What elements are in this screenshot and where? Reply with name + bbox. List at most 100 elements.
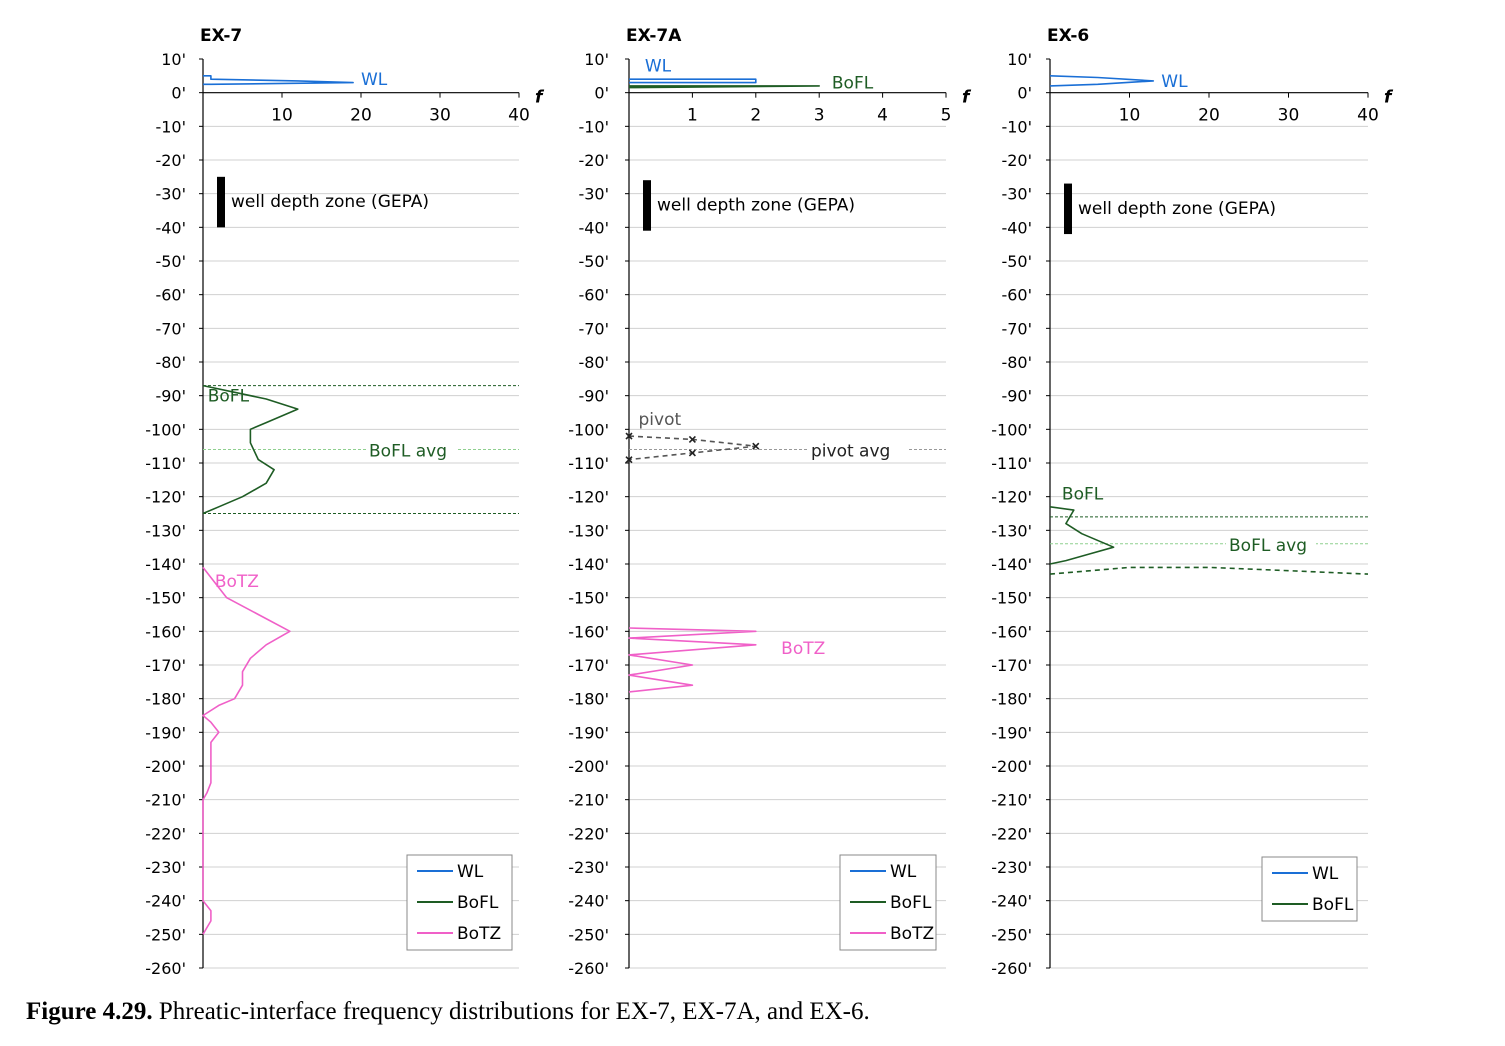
- y-tick-label: -200': [145, 757, 186, 776]
- y-tick-label: -190': [145, 723, 186, 742]
- y-tick-label: -260': [568, 959, 609, 978]
- chart-panel-ex-7: EX-7 10' 0' -10' -20' -30' -40' -50' -60' -70' -80…: [145, 26, 545, 978]
- y-tick-label: -250': [991, 925, 1032, 944]
- y-tick-label: -10': [155, 117, 186, 136]
- y-tick-label: -180': [145, 690, 186, 709]
- legend-label: WL: [457, 862, 484, 882]
- y-tick-label: -160': [991, 622, 1032, 641]
- y-tick-label: -220': [145, 824, 186, 843]
- y-tick-label: 0': [594, 84, 609, 103]
- reference-line-label: pivot avg: [811, 442, 890, 462]
- y-tick-label: -90': [1001, 387, 1032, 406]
- series-annotation: WL: [645, 57, 672, 77]
- chart-panel-ex-7a: EX-7A 10' 0' -10' -20' -30' -40' -50' -60' -70' -8…: [568, 26, 972, 978]
- figure-caption-label: Figure 4.29.: [26, 998, 153, 1025]
- y-tick-label: -10': [578, 117, 609, 136]
- reference-line-label: BoFL avg: [369, 442, 447, 462]
- y-tick-label: -70': [578, 319, 609, 338]
- legend-label: BoTZ: [890, 924, 934, 944]
- y-tick-label: -10': [1001, 117, 1032, 136]
- pivot-marker: [625, 432, 633, 440]
- y-tick-label: -40': [578, 218, 609, 237]
- y-tick-label: -50': [1001, 252, 1032, 271]
- y-tick-label: -20': [578, 151, 609, 170]
- y-tick-label: -120': [145, 488, 186, 507]
- y-tick-label: -30': [578, 185, 609, 204]
- y-tick-label: -60': [1001, 286, 1032, 305]
- series-line-bofl: [628, 85, 820, 89]
- y-tick-label: -150': [568, 589, 609, 608]
- y-tick-label: -160': [145, 622, 186, 641]
- y-tick-label: -80': [1001, 353, 1032, 372]
- y-tick-label: -130': [145, 521, 186, 540]
- x-tick-label: 20: [1198, 106, 1220, 126]
- series-annotation: WL: [1161, 72, 1188, 92]
- y-tick-label: -230': [145, 858, 186, 877]
- y-tick-label: -50': [155, 252, 186, 271]
- y-tick-label: -150': [145, 589, 186, 608]
- series-annotation: BoTZ: [781, 639, 825, 659]
- series-line-botz: [202, 566, 291, 935]
- legend-label: WL: [1312, 864, 1339, 884]
- y-tick-label: -130': [568, 521, 609, 540]
- series-line-boundary: [1049, 566, 1369, 575]
- y-tick-label: -190': [568, 723, 609, 742]
- legend: WL BoFL: [1261, 856, 1358, 922]
- y-tick-label: -80': [578, 353, 609, 372]
- y-tick-label: 10': [161, 50, 186, 69]
- y-tick-label: -30': [1001, 185, 1032, 204]
- y-tick-label: -100': [145, 420, 186, 439]
- well-depth-zone-label: well depth zone (GEPA): [657, 195, 855, 215]
- well-depth-zone-bar: [217, 176, 225, 228]
- legend: WL BoFL BoTZ: [406, 854, 513, 951]
- x-axis-label: f: [962, 88, 972, 108]
- x-tick-label: 40: [508, 106, 530, 126]
- legend: WL BoFL BoTZ: [839, 854, 937, 951]
- series-line-botz: [628, 627, 757, 693]
- x-axis-label: f: [535, 88, 545, 108]
- y-tick-label: -250': [145, 925, 186, 944]
- x-tick-label: 30: [1278, 106, 1300, 126]
- y-tick-label: -140': [568, 555, 609, 574]
- pivot-marker: [688, 449, 696, 457]
- y-tick-label: -120': [568, 488, 609, 507]
- y-tick-label: -220': [568, 824, 609, 843]
- chart-title: EX-7: [200, 26, 242, 46]
- legend-box: [1261, 856, 1358, 922]
- y-tick-label: 0': [1017, 84, 1032, 103]
- y-tick-label: -210': [145, 791, 186, 810]
- y-tick-label: -60': [155, 286, 186, 305]
- y-tick-label: -120': [991, 488, 1032, 507]
- y-tick-label: -70': [155, 319, 186, 338]
- well-depth-zone-bar: [643, 180, 651, 231]
- y-tick-label: -40': [155, 218, 186, 237]
- y-tick-label: -160': [568, 622, 609, 641]
- x-tick-label: 2: [750, 106, 761, 126]
- pivot-marker: [688, 435, 696, 443]
- y-tick-label: -70': [1001, 319, 1032, 338]
- x-axis-label: f: [1384, 88, 1394, 108]
- y-tick-label: -100': [991, 420, 1032, 439]
- y-tick-label: -30': [155, 185, 186, 204]
- y-tick-label: -140': [145, 555, 186, 574]
- y-tick-label: -150': [991, 589, 1032, 608]
- y-tick-label: -110': [991, 454, 1032, 473]
- chart-title: EX-7A: [626, 26, 682, 46]
- reference-label-bg: [808, 437, 909, 458]
- chart-title: EX-6: [1047, 26, 1089, 46]
- y-tick-label: -240': [991, 892, 1032, 911]
- y-tick-label: -110': [145, 454, 186, 473]
- reference-line-label: BoFL avg: [1229, 536, 1307, 556]
- y-tick-label: -210': [991, 791, 1032, 810]
- y-tick-label: -170': [991, 656, 1032, 675]
- series-line-wl: [629, 78, 757, 84]
- y-tick-label: -230': [991, 858, 1032, 877]
- y-tick-label: -190': [991, 723, 1032, 742]
- x-tick-label: 10: [1119, 106, 1141, 126]
- y-tick-label: 10': [1007, 50, 1032, 69]
- series-line-wl: [203, 75, 354, 86]
- y-tick-label: -180': [991, 690, 1032, 709]
- y-tick-label: -170': [145, 656, 186, 675]
- y-tick-label: -80': [155, 353, 186, 372]
- series-line-bofl: [202, 384, 299, 515]
